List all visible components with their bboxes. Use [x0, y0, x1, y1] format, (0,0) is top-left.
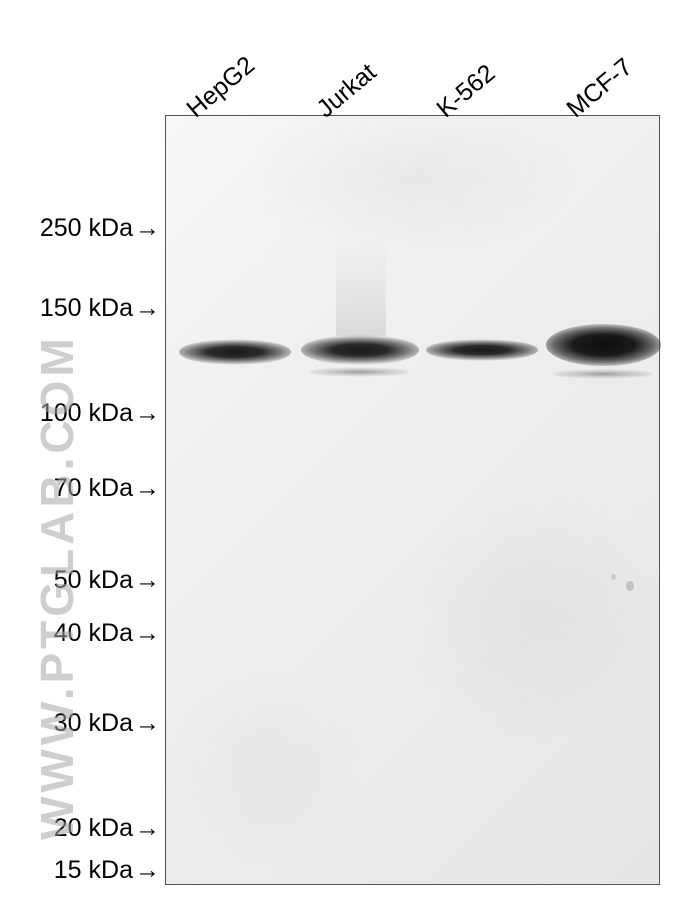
arrow-icon: → — [135, 619, 160, 648]
arrow-icon: → — [135, 566, 160, 595]
lane-label-hepg2: HepG2 — [181, 51, 260, 124]
marker-text: 20 kDa — [54, 814, 133, 842]
marker-text: 50 kDa — [54, 566, 133, 594]
marker-text: 250 kDa — [40, 214, 133, 242]
marker-15kda: 15 kDa→ — [54, 856, 160, 885]
band-jurkat-secondary — [309, 367, 409, 377]
blot-membrane — [165, 115, 660, 885]
arrow-icon: → — [135, 294, 160, 323]
band-k562 — [426, 339, 538, 361]
marker-250kda: 250 kDa→ — [40, 214, 160, 243]
marker-text: 150 kDa — [40, 294, 133, 322]
marker-text: 15 kDa — [54, 856, 133, 884]
arrow-icon: → — [135, 214, 160, 243]
band-mcf7 — [546, 324, 661, 366]
band-jurkat — [301, 335, 419, 365]
arrow-icon: → — [135, 474, 160, 503]
blot-shading — [166, 116, 659, 884]
marker-30kda: 30 kDa→ — [54, 709, 160, 738]
band-jurkat-smear — [336, 236, 386, 336]
marker-150kda: 150 kDa→ — [40, 294, 160, 323]
arrow-icon: → — [135, 709, 160, 738]
artifact-speck — [626, 581, 634, 591]
band-mcf7-secondary — [553, 369, 653, 379]
marker-50kda: 50 kDa→ — [54, 566, 160, 595]
marker-40kda: 40 kDa→ — [54, 619, 160, 648]
arrow-icon: → — [135, 814, 160, 843]
marker-70kda: 70 kDa→ — [54, 474, 160, 503]
marker-text: 100 kDa — [40, 399, 133, 427]
band-hepg2 — [179, 339, 291, 365]
marker-100kda: 100 kDa→ — [40, 399, 160, 428]
arrow-icon: → — [135, 856, 160, 885]
marker-text: 40 kDa — [54, 619, 133, 647]
western-blot-figure: HepG2 Jurkat K-562 MCF-7 250 kDa→ 150 kD… — [0, 0, 680, 903]
marker-text: 30 kDa — [54, 709, 133, 737]
marker-20kda: 20 kDa→ — [54, 814, 160, 843]
arrow-icon: → — [135, 399, 160, 428]
lane-label-mcf7: MCF-7 — [561, 53, 638, 124]
artifact-speck — [611, 574, 616, 580]
marker-text: 70 kDa — [54, 474, 133, 502]
